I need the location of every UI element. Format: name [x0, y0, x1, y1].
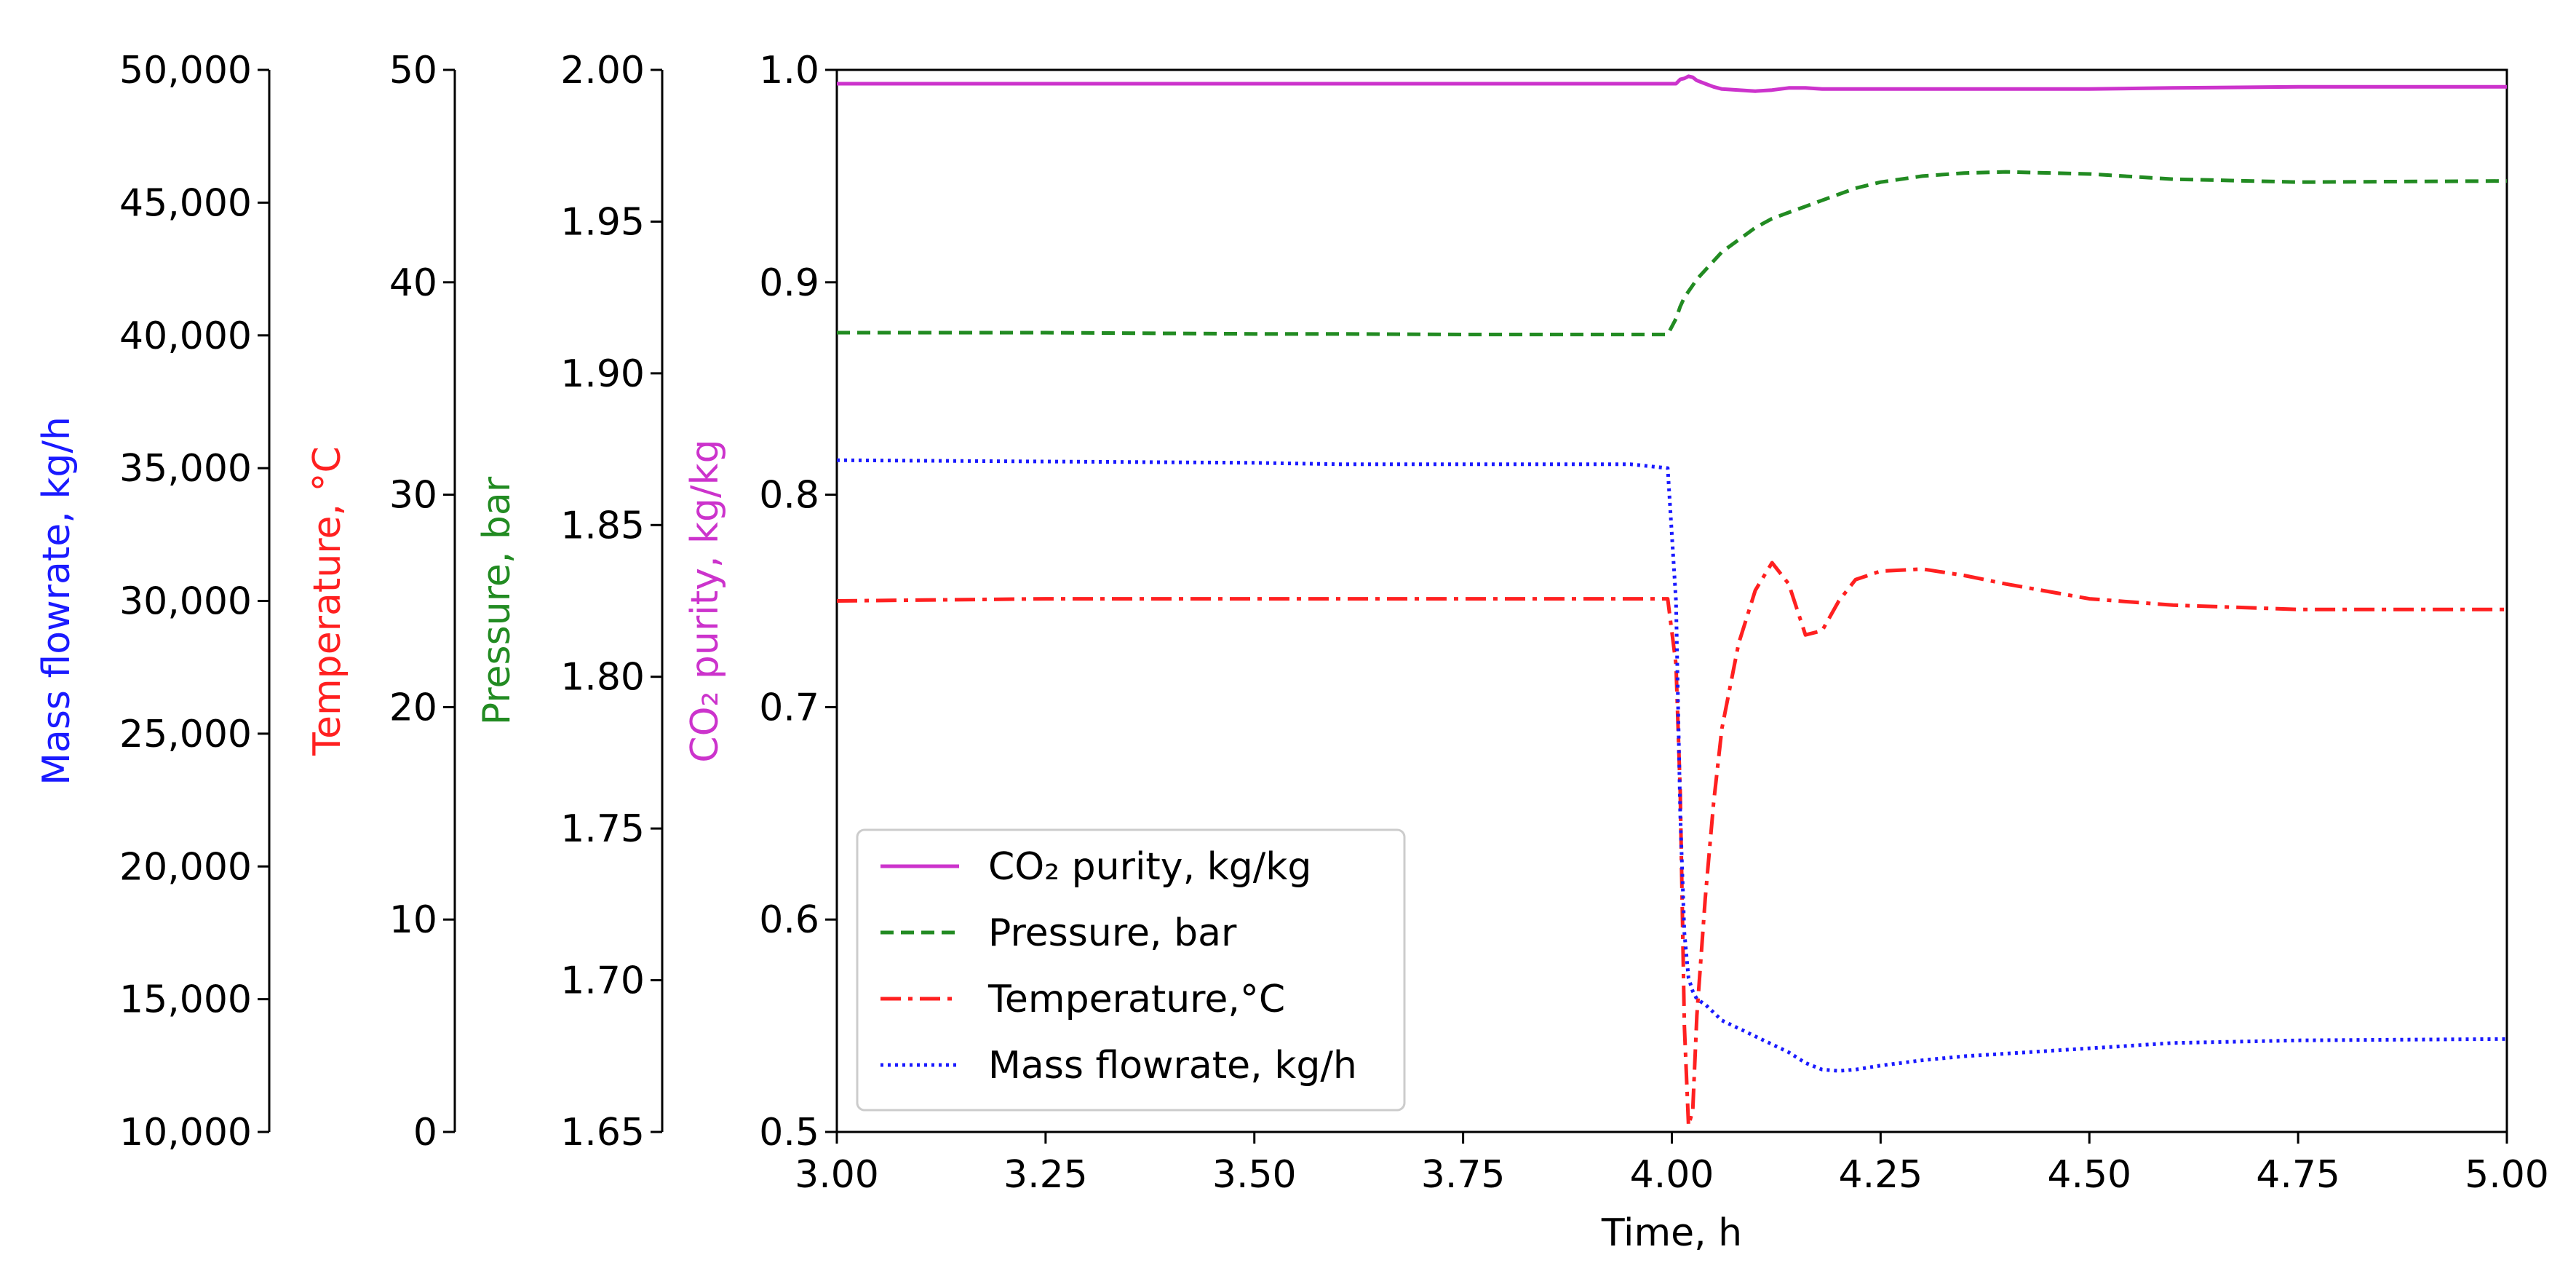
series-line-purity — [837, 74, 2507, 93]
temperature-tick-label: 50 — [389, 49, 437, 92]
series-line-pressure — [837, 170, 2508, 336]
x-tick-label: 4.00 — [1630, 1153, 1714, 1197]
flow-tick-label: 40,000 — [119, 314, 252, 358]
flow-tick-label: 30,000 — [119, 580, 252, 624]
temperature-tick-label: 30 — [389, 474, 437, 518]
flow-tick-label: 20,000 — [119, 845, 252, 889]
pressure-tick-label: 2.00 — [560, 49, 645, 92]
x-tick-label: 5.00 — [2465, 1153, 2549, 1197]
purity-tick-label: 0.6 — [759, 898, 819, 942]
pressure-tick-label: 1.80 — [560, 656, 645, 700]
pressure-axis-title: Pressure, bar — [475, 476, 519, 725]
x-tick-label: 4.25 — [1838, 1153, 1923, 1197]
x-tick-label: 3.25 — [1003, 1153, 1088, 1197]
pressure-tick-label: 1.70 — [560, 959, 645, 1003]
x-tick-label: 4.50 — [2047, 1153, 2131, 1197]
purity-tick-label: 0.8 — [759, 474, 819, 518]
pressure-tick-label: 1.95 — [560, 200, 645, 244]
flow-axis-title: Mass flowrate, kg/h — [35, 416, 79, 785]
series-line-temperature — [836, 561, 2507, 1128]
series-line-flow — [836, 458, 2508, 1073]
x-tick-label: 4.75 — [2256, 1153, 2340, 1197]
legend-entry-purity: CO₂ purity, kg/kg — [988, 845, 1311, 889]
pressure-tick-label: 1.75 — [560, 807, 645, 851]
temperature-axis-title: Temperature, °C — [306, 446, 349, 756]
x-tick-label: 3.00 — [795, 1153, 879, 1197]
purity-tick-label: 0.9 — [759, 261, 819, 305]
legend-entry-flow: Mass flowrate, kg/h — [988, 1044, 1357, 1088]
x-tick-label: 3.75 — [1421, 1153, 1506, 1197]
legend-entry-pressure: Pressure, bar — [988, 911, 1237, 955]
legend-entry-temperature: Temperature,°C — [987, 978, 1285, 1021]
pressure-tick-label: 1.65 — [560, 1111, 645, 1155]
temperature-tick-label: 20 — [389, 686, 437, 729]
flow-tick-label: 10,000 — [119, 1111, 252, 1155]
x-tick-label: 3.50 — [1212, 1153, 1297, 1197]
purity-tick-label: 0.7 — [759, 686, 819, 729]
flow-tick-label: 45,000 — [119, 181, 252, 225]
purity-tick-label: 0.5 — [759, 1111, 819, 1155]
flow-tick-label: 15,000 — [119, 978, 252, 1022]
legend: CO₂ purity, kg/kg Pressure, bar Temperatur… — [856, 828, 1406, 1112]
purity-tick-label: 1.0 — [759, 49, 819, 92]
x-axis-title: Time, h — [1601, 1211, 1742, 1255]
pressure-tick-label: 1.90 — [560, 352, 645, 396]
temperature-tick-label: 10 — [389, 898, 437, 942]
temperature-tick-label: 40 — [389, 261, 437, 305]
flow-tick-label: 35,000 — [119, 447, 252, 491]
purity-axis-title: CO₂ purity, kg/kg — [683, 439, 727, 762]
temperature-tick-label: 0 — [413, 1111, 437, 1155]
legend-box — [856, 828, 1406, 1112]
pressure-tick-label: 1.85 — [560, 504, 645, 547]
flow-tick-label: 50,000 — [119, 49, 252, 92]
flow-tick-label: 25,000 — [119, 713, 252, 756]
